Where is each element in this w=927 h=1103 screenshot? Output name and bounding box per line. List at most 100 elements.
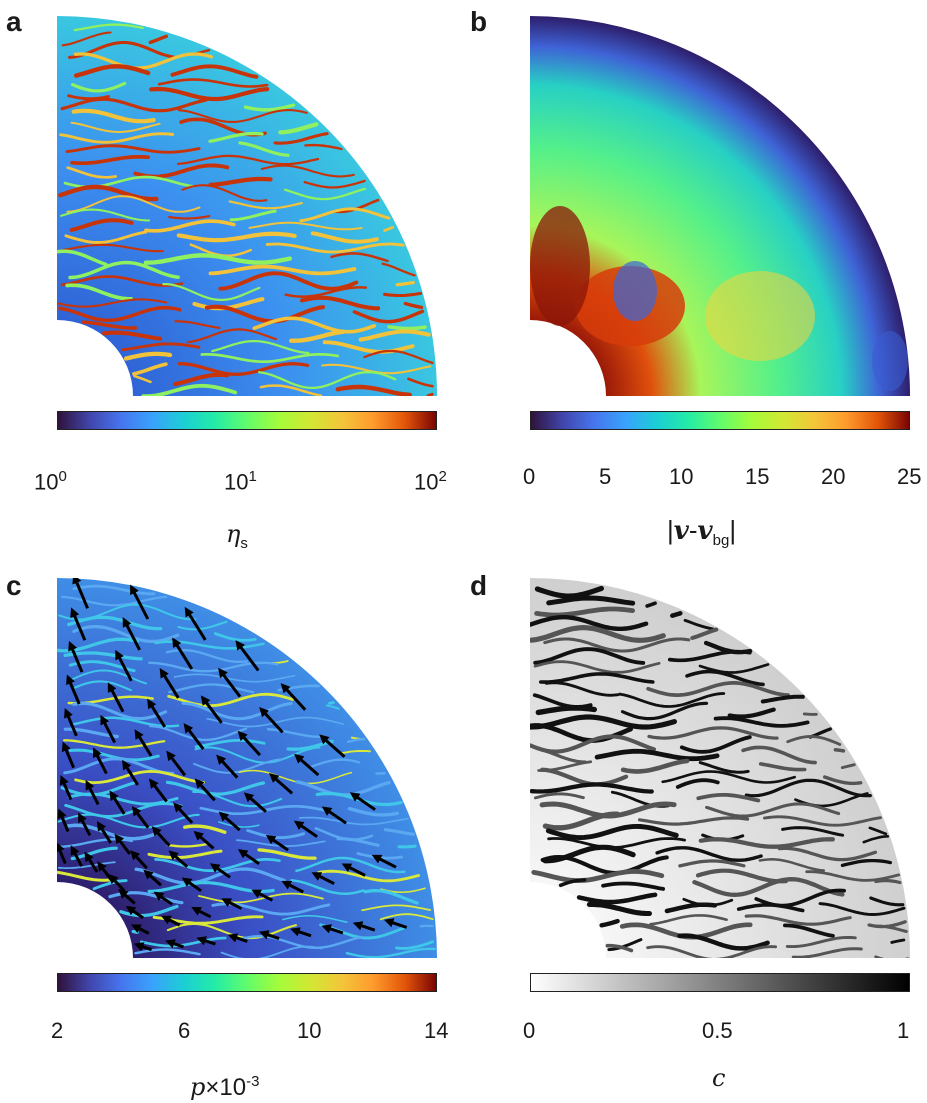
field-band [379, 913, 434, 921]
quiver-arrow [161, 915, 181, 927]
field-band [132, 362, 168, 376]
field-band [60, 275, 184, 287]
quiver-arrow [383, 918, 408, 929]
field-band [60, 208, 151, 222]
field-band [661, 770, 796, 784]
field-band [74, 769, 205, 785]
field-band [534, 585, 604, 599]
field-band [65, 283, 134, 301]
quiver-arrow [97, 861, 113, 882]
field-band [534, 606, 635, 618]
quiver-arrow [134, 729, 153, 757]
quiver-arrow [168, 850, 189, 868]
field-band [558, 878, 587, 888]
quiver-arrow [237, 730, 262, 757]
field-band [346, 737, 366, 743]
field-band [692, 877, 845, 897]
field-band [542, 811, 621, 831]
field-band [805, 870, 901, 882]
field-band [194, 739, 266, 749]
field-band [330, 252, 389, 263]
velocity-arrows [57, 578, 408, 952]
quiver-arrow [218, 667, 242, 698]
quiver-arrow [183, 723, 205, 751]
colorbar-label-concentration: c [712, 1064, 726, 1092]
field-band [243, 103, 296, 112]
quiver-arrow [227, 933, 248, 943]
field-band [786, 735, 842, 746]
field-band [696, 793, 761, 803]
field-band [229, 209, 277, 222]
field-band [208, 264, 357, 276]
field-band [601, 881, 665, 891]
field-band [63, 651, 143, 661]
quiver-arrow [100, 714, 117, 744]
field-band [58, 184, 159, 202]
field-band [168, 215, 211, 220]
quiver-arrow [319, 734, 346, 758]
quiver-arrow [96, 821, 112, 844]
field-band [530, 615, 649, 631]
quiver-arrow [352, 921, 376, 932]
field-band [200, 352, 340, 364]
field-band [341, 749, 371, 755]
quiver-arrow [251, 889, 274, 902]
quiver-arrow [221, 898, 243, 910]
field-band [168, 683, 255, 694]
field-band [645, 601, 657, 608]
heatmap-pressure [57, 578, 437, 958]
field-band [266, 728, 326, 738]
field-band [259, 384, 323, 396]
field-band [868, 826, 888, 836]
field-band [143, 253, 292, 265]
quiver-arrow [166, 750, 187, 777]
field-band [72, 625, 180, 643]
tick-label: 10 [669, 464, 694, 489]
field-band [252, 316, 377, 334]
field-band [60, 97, 208, 113]
field-band [713, 716, 810, 728]
field-band [347, 807, 399, 817]
quiver-arrow [122, 759, 139, 786]
quiver-arrow [78, 812, 92, 836]
heatmap-concentration [530, 578, 910, 958]
field-band [298, 816, 409, 826]
field-band [144, 219, 236, 233]
quiver-arrow [200, 695, 223, 724]
field-band [576, 892, 658, 905]
field-band [69, 669, 148, 685]
tick-label: 0 [523, 464, 536, 489]
field-band [173, 372, 230, 387]
field-band [204, 304, 325, 324]
field-band [60, 595, 168, 607]
field-band [213, 632, 257, 642]
quiver-arrow [259, 706, 284, 734]
tick-label: 25 [897, 464, 922, 489]
field-band [791, 947, 863, 958]
field-band [383, 828, 416, 836]
field-band [59, 132, 175, 144]
quiver-arrow [115, 649, 133, 682]
field-band [174, 320, 221, 329]
tick-label: 1 [897, 1018, 910, 1043]
field-band [61, 31, 112, 47]
quiver-arrow [243, 792, 267, 813]
field-band [781, 826, 845, 837]
field-band [309, 758, 361, 768]
quiver-arrow [181, 877, 202, 893]
field-band [698, 761, 750, 774]
field-band [134, 948, 201, 956]
concentration-bands [530, 585, 909, 958]
field-band [763, 815, 882, 827]
field-band [218, 271, 359, 291]
field-band [63, 739, 166, 749]
field-band [299, 207, 391, 223]
field-band [273, 132, 329, 145]
field-band [544, 681, 620, 697]
field-band [133, 374, 152, 384]
field-band [539, 672, 655, 684]
quiver-arrow [280, 683, 307, 711]
colorbar-label-eta: ηs [226, 520, 248, 552]
quiver-arrow [114, 833, 131, 855]
field-band [304, 143, 343, 151]
